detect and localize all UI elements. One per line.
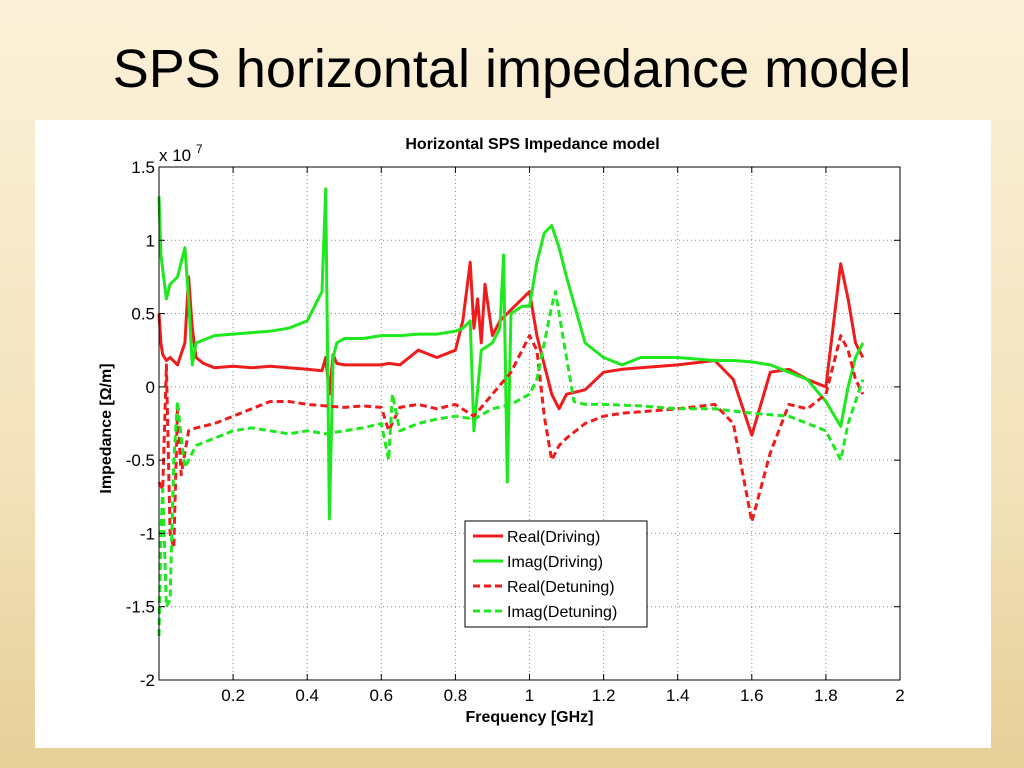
x-tick-label: 0.4 xyxy=(295,686,319,705)
y-tick-label: 1.5 xyxy=(131,158,155,177)
x-tick-label: 1.8 xyxy=(814,686,838,705)
x-tick-label: 0.8 xyxy=(444,686,468,705)
y-multiplier-base: x 10 xyxy=(159,146,191,165)
y-tick-label: -1.5 xyxy=(126,598,155,617)
chart-legend: Real(Driving) Imag(Driving) Real(Detuning)… xyxy=(464,520,648,628)
y-tick-label: 1 xyxy=(146,231,155,250)
legend-box xyxy=(464,520,648,628)
legend-label: Imag(Detuning) xyxy=(507,604,617,621)
y-tick-label: -2 xyxy=(140,671,155,690)
legend-label: Real(Driving) xyxy=(507,529,600,546)
y-multiplier-exponent: 7 xyxy=(196,142,203,156)
slide-title: SPS horizontal impedance model xyxy=(112,39,912,99)
series-line-imag-driving xyxy=(157,187,865,521)
figure-panel: 0.2 0.4 0.6 0.8 1 1.2 1.4 1.6 1.8 2 1.5 1 0.5 0 -0.5 -1… xyxy=(35,120,991,748)
series-line-imag-detuning xyxy=(157,290,865,637)
y-tick-label: -1 xyxy=(140,524,155,543)
y-tick-label: -0.5 xyxy=(126,451,155,470)
series-lines xyxy=(157,187,865,637)
impedance-chart: 0.2 0.4 0.6 0.8 1 1.2 1.4 1.6 1.8 2 1.5 1 0.5 0 -0.5 -1… xyxy=(98,136,905,726)
y-tick-label: 0.5 xyxy=(131,305,155,324)
x-tick-label: 0.6 xyxy=(369,686,393,705)
y-tick-label: 0 xyxy=(146,378,155,397)
legend-label: Real(Detuning) xyxy=(507,579,615,596)
series-line-real-driving xyxy=(157,260,865,437)
x-tick-label: 1 xyxy=(525,686,534,705)
legend-label: Imag(Driving) xyxy=(507,554,603,571)
x-tick-label: 0.2 xyxy=(221,686,245,705)
axis-ticks: 0.2 0.4 0.6 0.8 1 1.2 1.4 1.6 1.8 2 1.5 1 0.5 0 -0.5 -1… xyxy=(126,158,905,705)
chart-title: Horizontal SPS Impedance model xyxy=(405,136,659,153)
y-axis-multiplier: x 10 7 xyxy=(159,142,203,165)
x-tick-label: 1.2 xyxy=(592,686,616,705)
x-axis-title: Frequency [GHz] xyxy=(465,709,593,726)
series-line-real-detuning xyxy=(157,334,865,550)
x-tick-label: 2 xyxy=(895,686,904,705)
x-tick-label: 1.4 xyxy=(666,686,690,705)
y-axis-title: Impedance [Ω/m] xyxy=(98,363,115,493)
x-tick-label: 1.6 xyxy=(740,686,764,705)
